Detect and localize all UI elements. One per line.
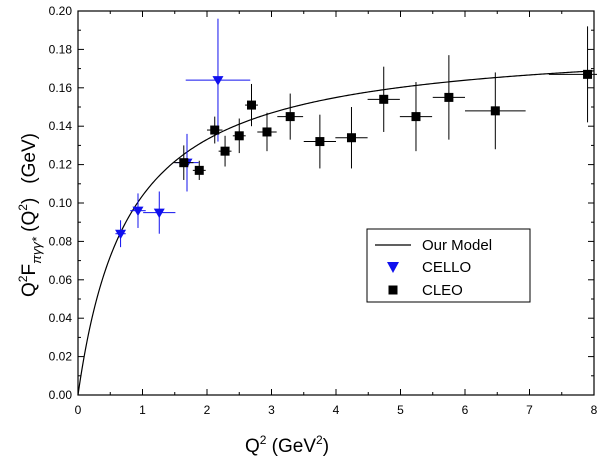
x-tick-label: 6 — [462, 403, 469, 417]
x-tick-label: 0 — [75, 403, 82, 417]
y-tick-label: 0.00 — [49, 388, 73, 402]
legend-label-model: Our Model — [422, 237, 492, 254]
x-tick-label: 5 — [397, 403, 404, 417]
x-tick-label: 8 — [591, 403, 597, 417]
x-tick-label: 4 — [333, 403, 340, 417]
cleo-point — [379, 94, 389, 104]
cello-point — [212, 76, 224, 86]
cleo-point — [234, 131, 244, 141]
y-tick-label: 0.16 — [49, 81, 73, 95]
y-tick-label: 0.02 — [49, 350, 73, 364]
cleo-point — [411, 112, 421, 122]
y-tick-label: 0.10 — [49, 196, 73, 210]
x-tick-label: 2 — [204, 403, 211, 417]
cleo-point — [583, 69, 593, 79]
cleo-point — [285, 112, 295, 122]
cleo-point — [346, 133, 356, 143]
y-tick-label: 0.20 — [49, 4, 73, 18]
y-tick-label: 0.14 — [49, 119, 73, 133]
x-axis-title: Q2 (GeV2) — [245, 433, 329, 457]
cleo-point — [220, 146, 230, 156]
cleo-point — [247, 100, 257, 110]
y-tick-label: 0.18 — [49, 42, 73, 56]
cello-point — [115, 229, 127, 240]
legend-cello-marker — [387, 262, 399, 273]
cleo-point — [262, 127, 272, 137]
x-tick-label: 1 — [139, 403, 146, 417]
legend-label-cello: CELLO — [422, 259, 471, 276]
cleo-series — [174, 26, 597, 180]
y-tick-label: 0.12 — [49, 158, 73, 172]
legend-cleo-marker — [388, 285, 398, 295]
y-tick-label: 0.06 — [49, 273, 73, 287]
x-tick-label: 3 — [268, 403, 275, 417]
model-curve — [77, 70, 595, 396]
plot-frame — [77, 10, 595, 396]
y-tick-label: 0.08 — [49, 234, 73, 248]
cello-point — [153, 208, 165, 219]
legend-label-cleo: CLEO — [422, 282, 463, 299]
y-tick-label: 0.04 — [49, 311, 73, 325]
cleo-point — [315, 137, 325, 147]
cello-point — [132, 206, 144, 217]
x-tick-label: 7 — [526, 403, 533, 417]
legend: Our Model CELLO CLEO — [366, 228, 531, 303]
cleo-point — [194, 165, 204, 175]
y-tick-labels: 0.00 0.02 0.04 0.06 0.08 0.10 0.12 0.14 0.16 0.18… — [49, 4, 73, 402]
cleo-point — [490, 106, 500, 116]
y-axis-title: Q2Fπγγ* (Q2)(GeV) — [16, 133, 44, 297]
x-tick-labels: 0 1 2 3 4 5 6 7 8 — [75, 403, 597, 417]
cleo-point — [179, 158, 189, 168]
cleo-point — [210, 125, 220, 135]
cleo-point — [444, 92, 454, 102]
